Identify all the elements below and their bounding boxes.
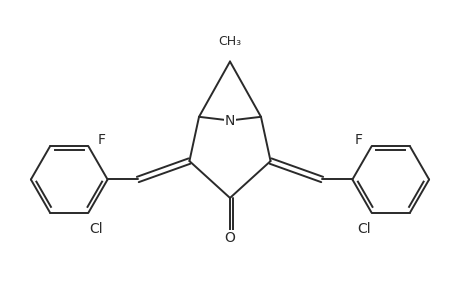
Text: N: N <box>224 113 235 128</box>
Text: Cl: Cl <box>89 222 102 236</box>
Text: CH₃: CH₃ <box>218 35 241 48</box>
Text: F: F <box>353 134 362 147</box>
Text: O: O <box>224 232 235 245</box>
Text: F: F <box>97 134 106 147</box>
Text: Cl: Cl <box>357 222 370 236</box>
